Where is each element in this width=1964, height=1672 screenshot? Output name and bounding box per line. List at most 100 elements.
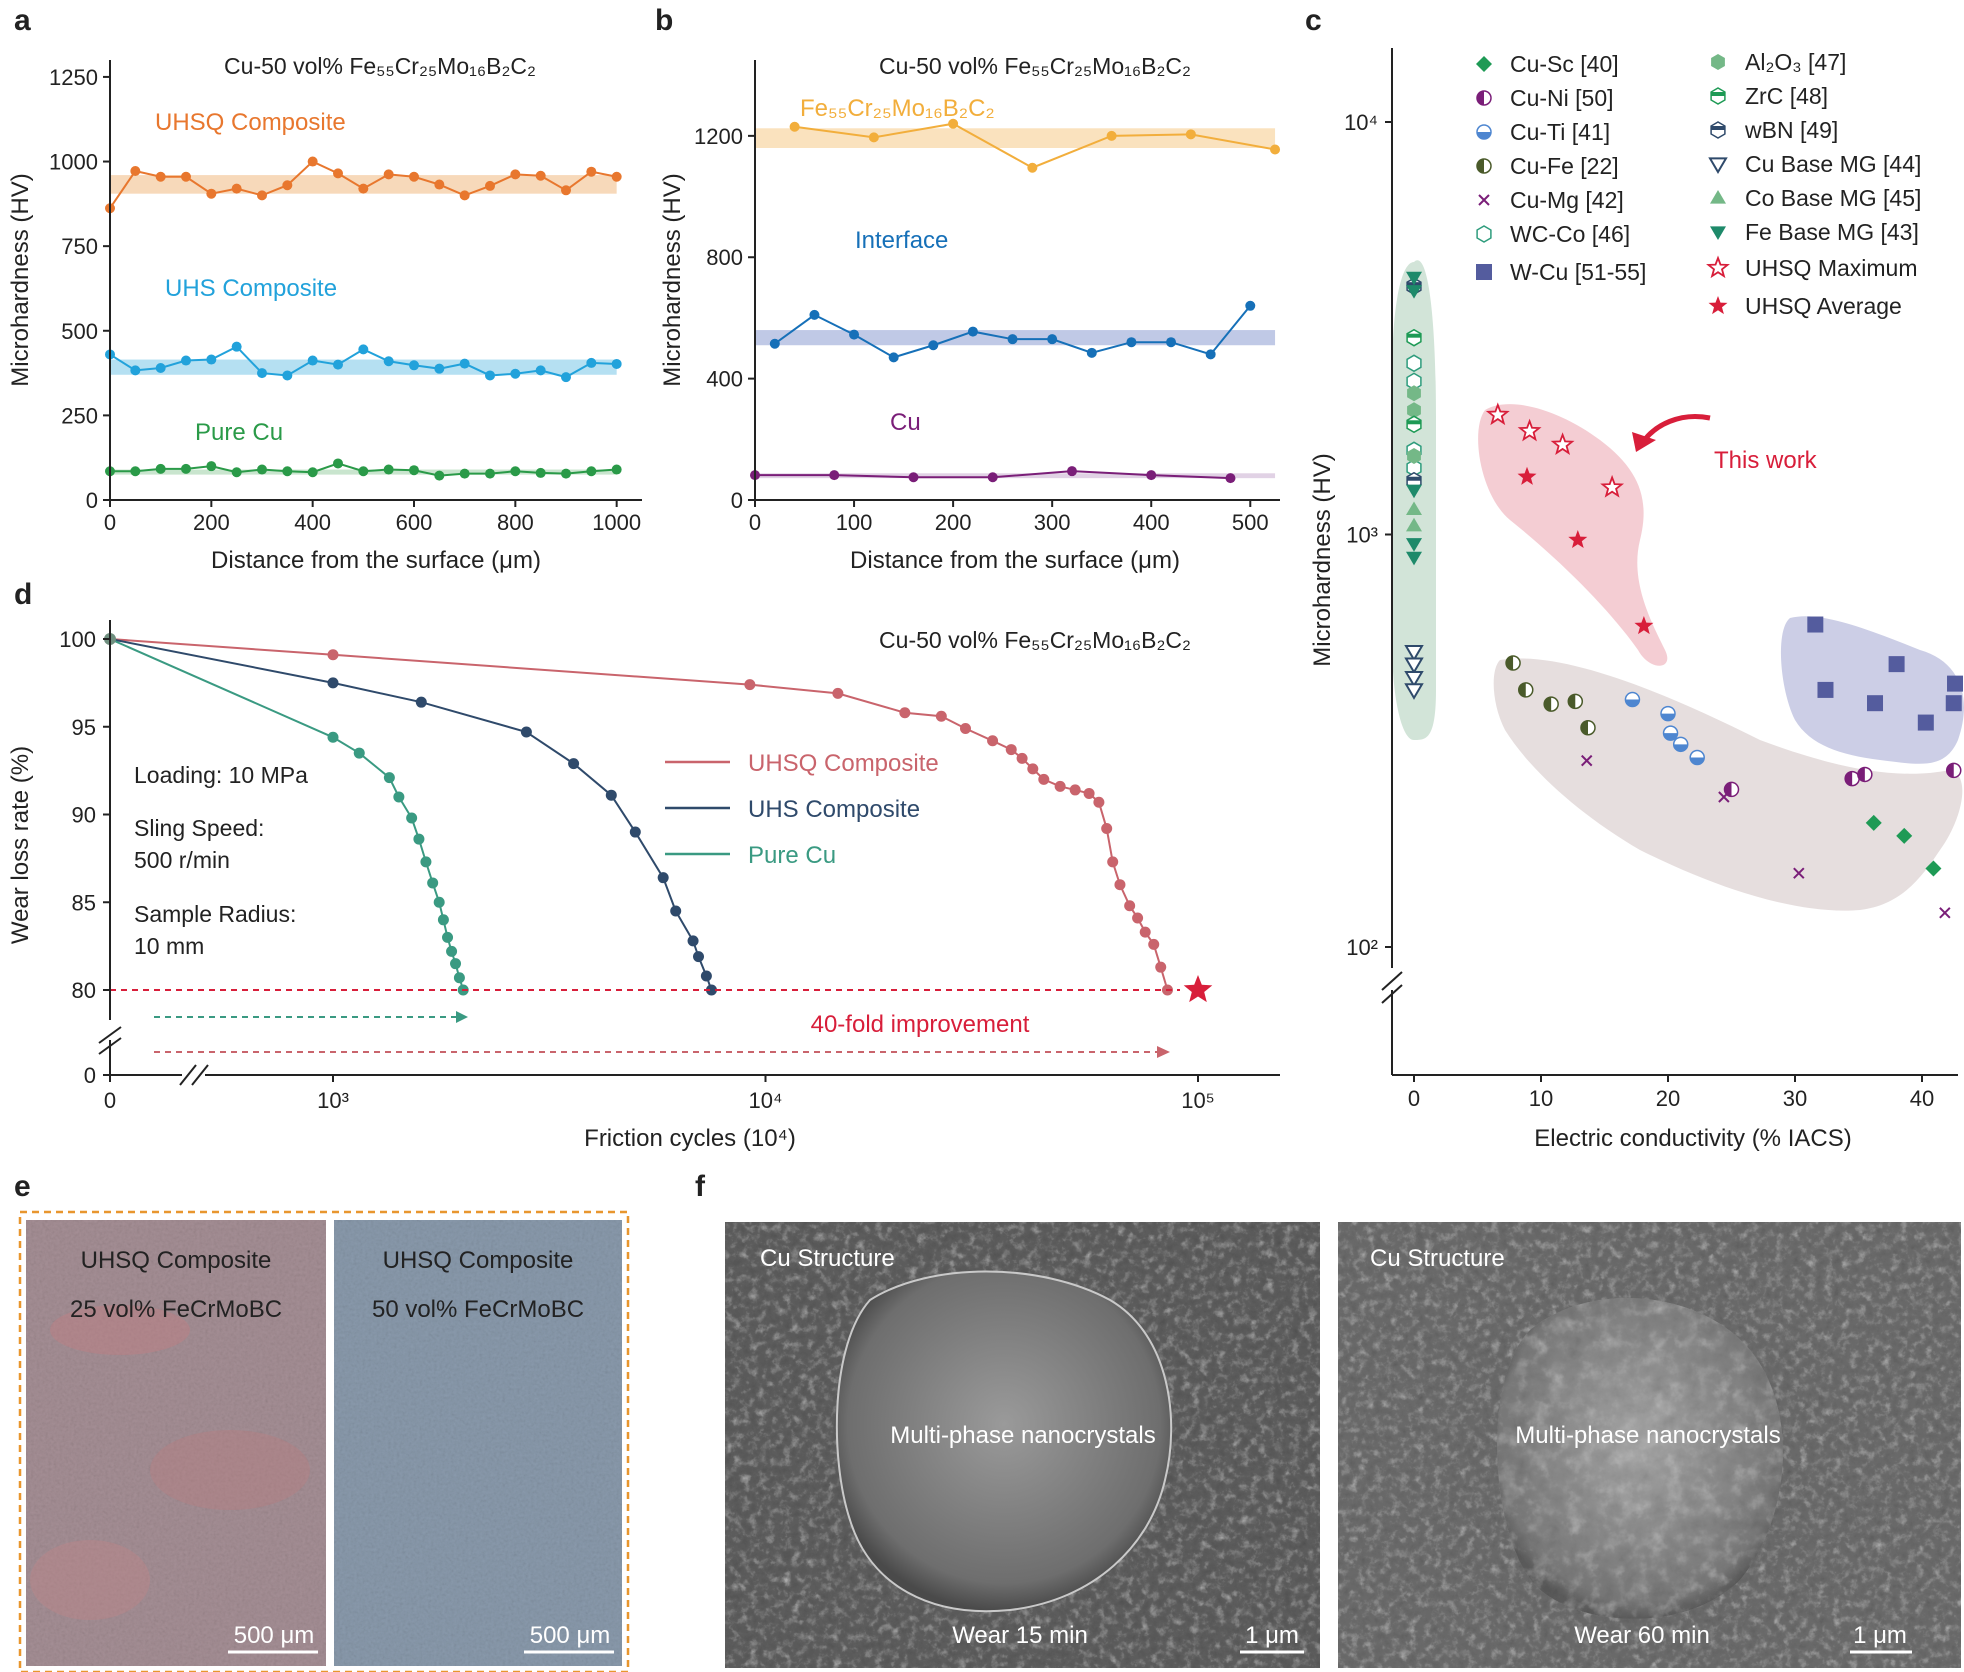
legend-w-cu: W-Cu [51-55]: [1510, 259, 1646, 285]
panel-c-ytick: 10³: [1346, 523, 1378, 548]
panel-d-y-break: [98, 1026, 122, 1044]
legend-uhsq-average: UHSQ Average: [1745, 293, 1902, 319]
legend-fe-base-mg: Fe Base MG [43]: [1745, 219, 1919, 245]
data-point: [413, 833, 425, 845]
data-point: [769, 338, 780, 349]
f-right-tag: Cu Structure: [1370, 1245, 1505, 1272]
panel-d-ytick: 85: [72, 890, 96, 915]
panel-a-ytick: 1250: [49, 65, 98, 90]
condition-speed-value: 500 r/min: [134, 847, 230, 873]
f-left-scale: 1 μm: [1245, 1622, 1299, 1649]
panel-a-x-ticks: 0 200 400 600 800 1000: [104, 510, 641, 535]
scatter-point-fill: [1407, 333, 1421, 338]
sem-grain-60: [1497, 1297, 1783, 1619]
legend-cu-fe: Cu-Fe [22]: [1510, 153, 1619, 179]
data-point: [611, 358, 622, 369]
data-point: [353, 747, 365, 759]
data-point: [485, 370, 495, 381]
e-right-sub: 50 vol% FeCrMoBC: [372, 1296, 584, 1323]
scatter-point: [1406, 517, 1422, 532]
data-point: [333, 359, 343, 370]
legend-marker: [1476, 225, 1492, 243]
panel-d-xlabel: Friction cycles (10⁴): [584, 1125, 796, 1152]
data-point: [967, 326, 978, 337]
panel-b-xtick: 200: [935, 510, 972, 535]
panel-d-ytick: 0: [84, 1063, 96, 1088]
scatter-point: [1404, 670, 1424, 688]
panel-d-title: Cu-50 vol% Fe₅₅Cr₂₅Mo₁₆B₂C₂: [879, 627, 1191, 653]
legend-marker: [1708, 157, 1728, 174]
data-point: [393, 791, 405, 803]
legend-cu-base-mg: Cu Base MG [44]: [1745, 151, 1921, 177]
panel-d-xtick: 10⁵: [1181, 1088, 1215, 1113]
data-point: [908, 472, 919, 483]
scatter-point: [1404, 683, 1424, 700]
scatter-point: [1407, 448, 1421, 464]
legend-marker-fill: [1477, 91, 1484, 105]
panel-c-marks: [1404, 54, 1964, 919]
panel-b-label-cu: Cu: [890, 409, 921, 436]
f-right-bottom: Wear 60 min: [1574, 1622, 1710, 1649]
legend-uhsq: UHSQ Composite: [748, 750, 939, 777]
scatter-point: [1600, 474, 1625, 498]
data-point: [1066, 466, 1077, 477]
data-point: [406, 812, 418, 824]
data-point: [670, 905, 682, 917]
panel-d-ytick: 90: [72, 803, 96, 828]
legend-uhsq-maximum: UHSQ Maximum: [1745, 255, 1918, 281]
scatter-point: [1406, 354, 1422, 373]
data-point: [130, 365, 141, 376]
panel-a-ytick: 1000: [49, 150, 98, 175]
data-point: [257, 368, 267, 379]
panel-a-xtick: 400: [294, 510, 331, 535]
panel-c-xtick: 20: [1656, 1086, 1680, 1111]
scatter-point: [1406, 538, 1422, 552]
data-point: [282, 466, 293, 477]
panel-a-ytick: 750: [61, 234, 98, 259]
legend-al2o3: Al₂O₃ [47]: [1745, 49, 1846, 75]
scatter-point: [1404, 645, 1424, 662]
data-point: [1146, 470, 1157, 481]
panel-c-ytick: 10²: [1346, 935, 1378, 960]
panel-d-xtick: 10³: [317, 1088, 349, 1113]
data-point: [333, 458, 343, 469]
data-point: [510, 169, 521, 180]
scatter-point-fill: [1568, 694, 1576, 709]
data-point: [333, 168, 343, 179]
panel-b-xtick: 0: [749, 510, 761, 535]
pure-cu-arrow-head: [456, 1011, 468, 1023]
scatter-point-fill: [1625, 699, 1640, 707]
data-point: [327, 731, 339, 743]
data-point: [705, 984, 717, 996]
scatter-point: [1406, 501, 1422, 516]
scatter-point: [1517, 418, 1542, 442]
panel-d: Cu-50 vol% Fe₅₅Cr₂₅Mo₁₆B₂C₂ 0 10³ 10⁴ 10…: [7, 620, 1280, 1152]
series-line: [109, 638, 1169, 991]
panel-b-lines: [750, 118, 1281, 484]
panel-d-xtick: 0: [104, 1088, 116, 1113]
panel-b-label-interface: Interface: [855, 227, 948, 254]
data-point: [459, 468, 470, 479]
scatter-point: [1485, 402, 1510, 426]
data-point: [1093, 796, 1105, 808]
data-point: [181, 171, 191, 182]
scatter-point-fill: [1724, 782, 1732, 797]
data-point: [935, 710, 947, 722]
scatter-point: [1925, 860, 1942, 877]
data-point: [155, 363, 166, 373]
panel-d-x-ticks: 0 10³ 10⁴ 10⁵: [104, 1088, 1215, 1113]
this-work-arrow-head: [1632, 432, 1656, 452]
data-point: [829, 470, 840, 481]
data-point: [1038, 773, 1050, 785]
panel-b-x-ticks: 0 100 200 300 400 500: [749, 510, 1269, 535]
panel-a-ylabel: Microhardness (HV): [7, 173, 34, 386]
legend-marker: [1476, 56, 1492, 72]
scatter-point-fill: [1518, 682, 1526, 697]
data-point: [1225, 473, 1236, 484]
data-point: [693, 951, 705, 963]
data-point: [1016, 752, 1028, 764]
data-point: [1139, 926, 1151, 938]
panel-d-conditions: Loading: 10 MPa Sling Speed: 500 r/min S…: [134, 762, 308, 959]
panel-a-xlabel: Distance from the surface (μm): [211, 547, 541, 574]
cluster-w-cu: [1780, 616, 1964, 764]
